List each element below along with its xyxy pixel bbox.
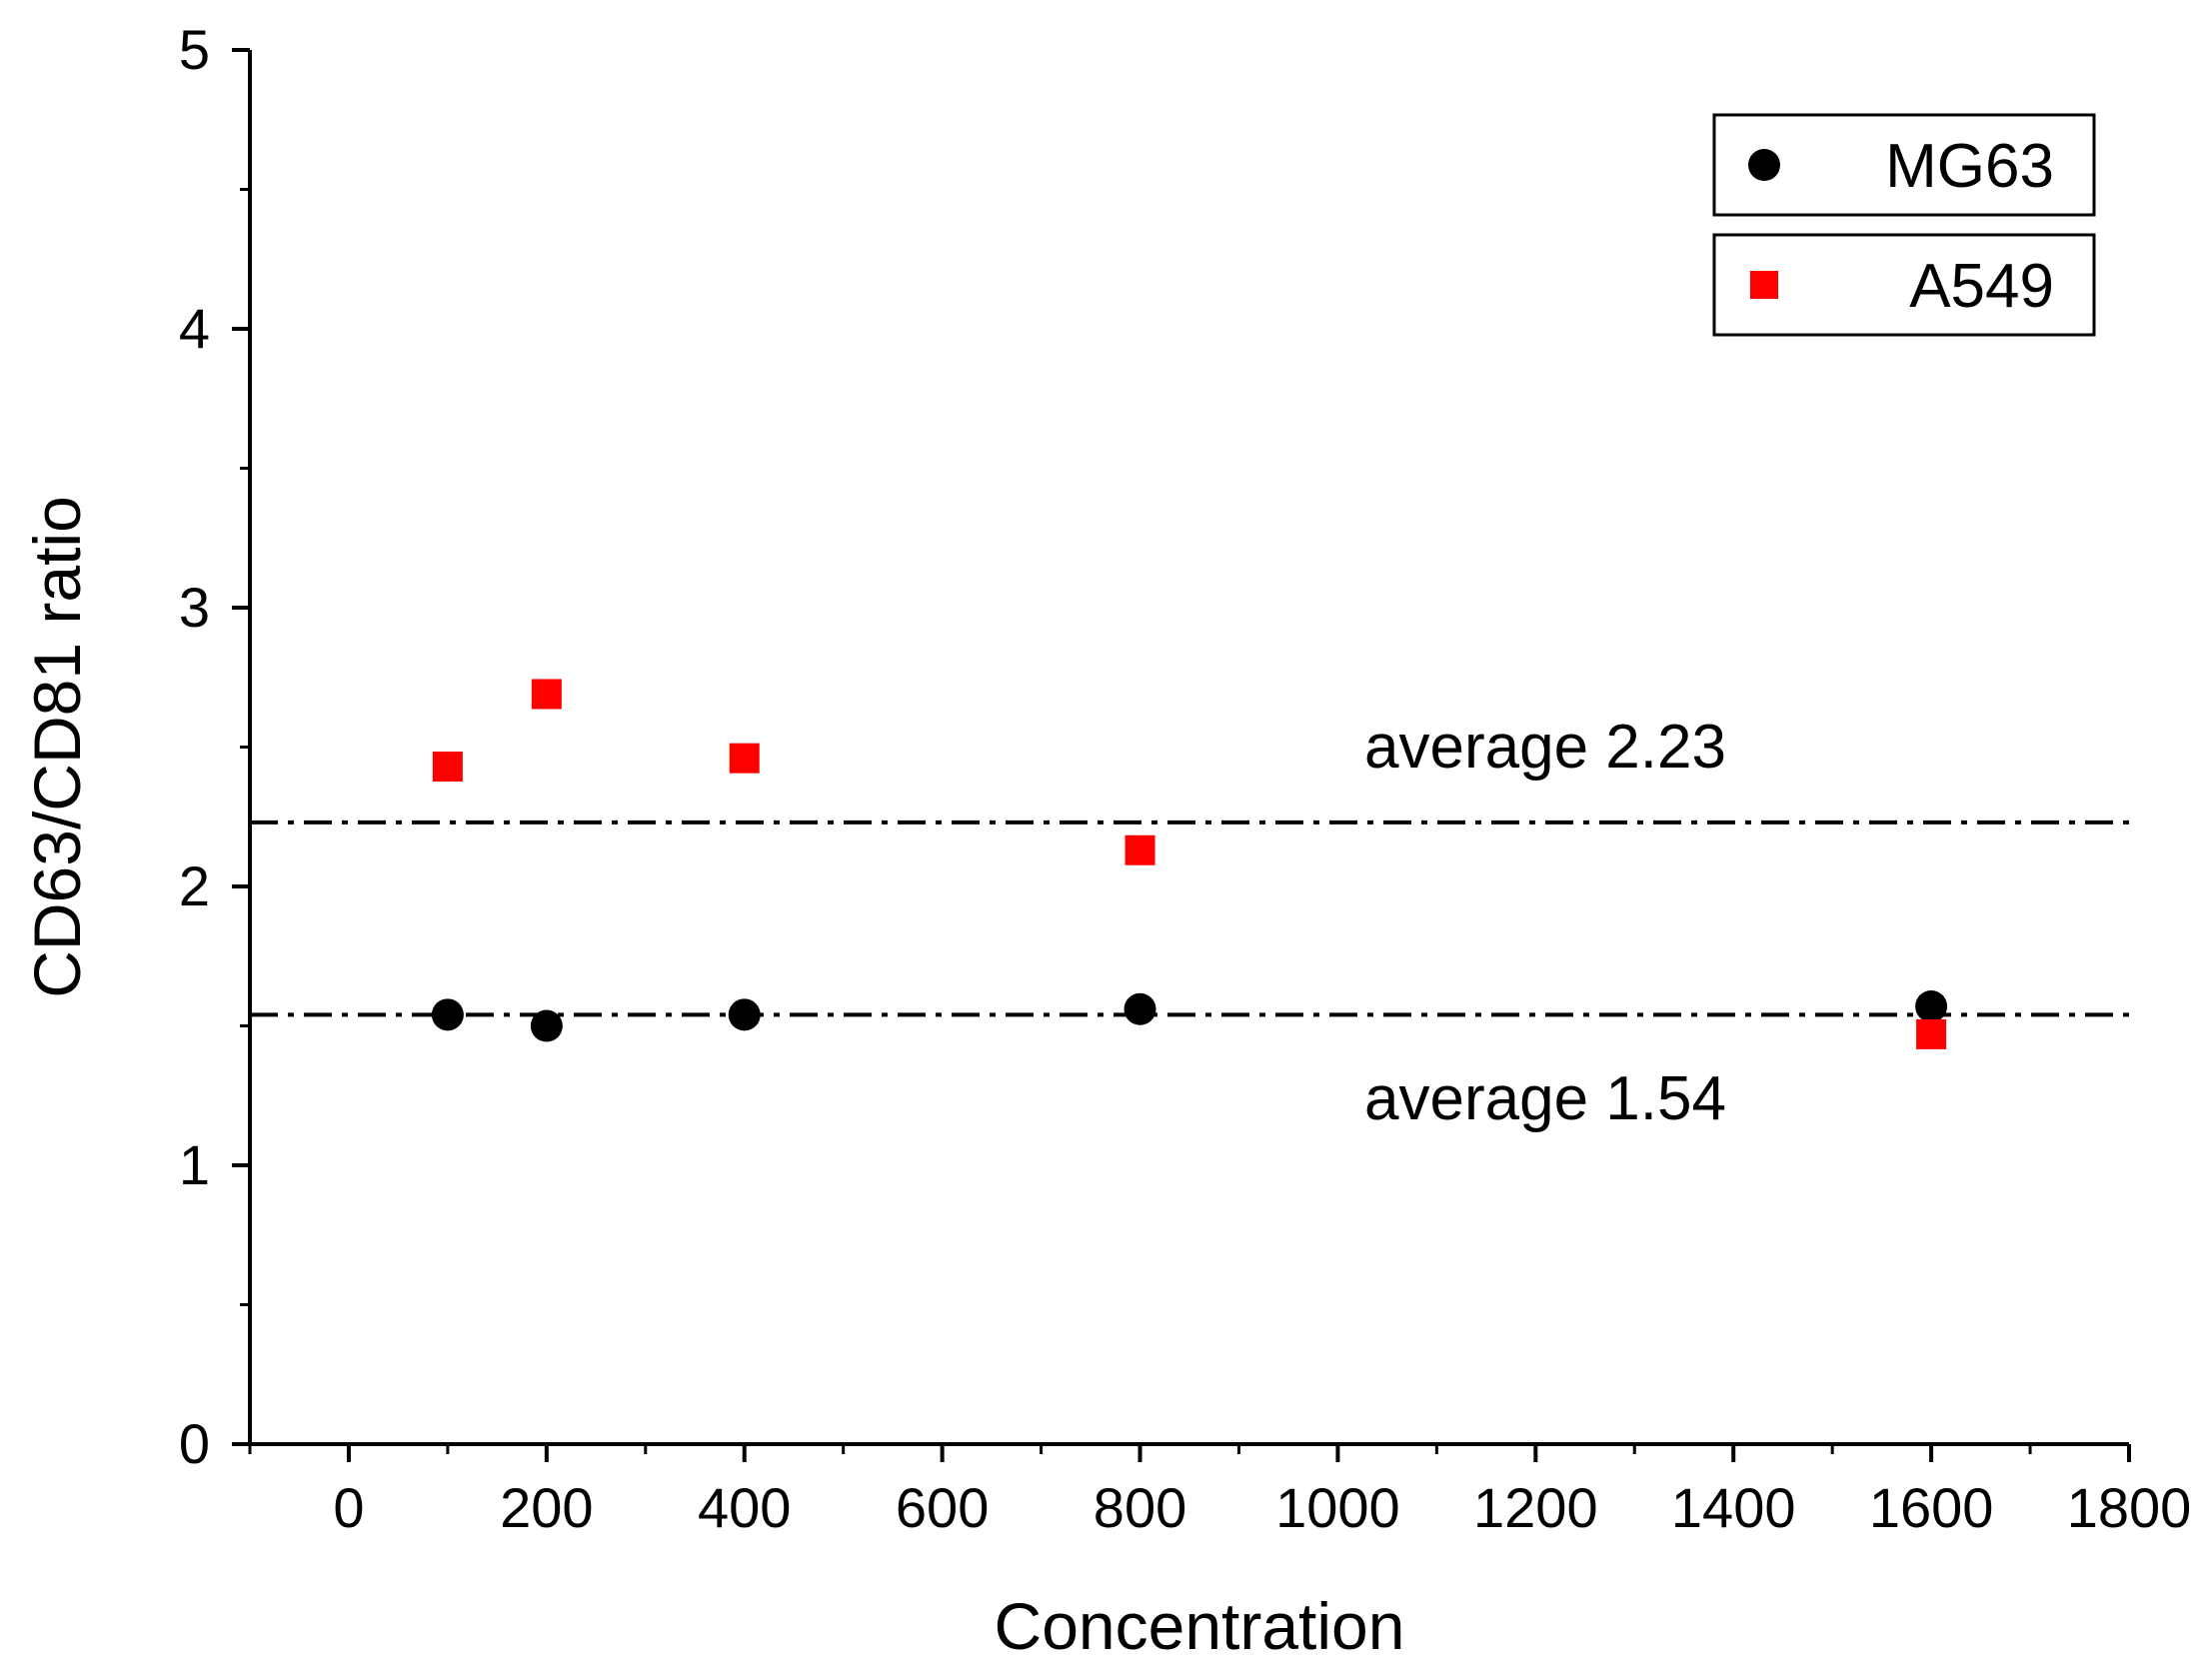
annotations: average 2.23 average 1.54 [1364, 713, 1726, 1133]
legend-marker-mg63 [1748, 149, 1780, 181]
reference-lines [250, 820, 2129, 1017]
average-label-a549: average 2.23 [1364, 713, 1726, 782]
y-tick-label: 2 [179, 854, 210, 917]
x-tick-label: 1600 [1869, 1476, 1994, 1539]
point-mg63 [431, 998, 464, 1031]
x-tick-label: 600 [896, 1476, 989, 1539]
legend: MG63 A549 [1712, 113, 2096, 337]
point-a549 [729, 743, 760, 774]
point-mg63 [728, 998, 761, 1031]
x-tick-label: 200 [500, 1476, 593, 1539]
data-points [431, 679, 1948, 1049]
legend-label-mg63: MG63 [1885, 132, 2054, 201]
x-tick-label: 1000 [1275, 1476, 1400, 1539]
y-tick-label: 4 [179, 297, 210, 360]
y-tick-label: 5 [179, 18, 210, 81]
point-a549 [1916, 1018, 1947, 1049]
x-tick-label: 0 [333, 1476, 364, 1539]
axes: 0 200 400 600 800 1000 1200 1400 1600 1800 0 1 2 3 4 5 C… [20, 18, 2191, 1663]
y-axis-title: CD63/CD81 ratio [20, 496, 94, 998]
y-tick-label: 0 [179, 1412, 210, 1475]
x-axis-title: Concentration [995, 1589, 1405, 1663]
x-tick-label: 1200 [1473, 1476, 1598, 1539]
point-a549 [432, 752, 463, 783]
point-mg63 [1915, 989, 1948, 1022]
x-tick-label: 800 [1094, 1476, 1186, 1539]
y-tick-label: 1 [179, 1133, 210, 1196]
x-tick-label: 1800 [2067, 1476, 2192, 1539]
average-label-mg63: average 1.54 [1364, 1064, 1726, 1133]
x-tick-label: 1400 [1671, 1476, 1796, 1539]
point-a549 [531, 679, 562, 710]
legend-marker-a549 [1750, 271, 1778, 299]
point-mg63 [530, 1009, 563, 1042]
point-mg63 [1123, 992, 1156, 1025]
y-tick-label: 3 [179, 576, 210, 639]
legend-label-a549: A549 [1909, 252, 2054, 321]
point-a549 [1124, 835, 1155, 865]
x-tick-label: 400 [698, 1476, 791, 1539]
